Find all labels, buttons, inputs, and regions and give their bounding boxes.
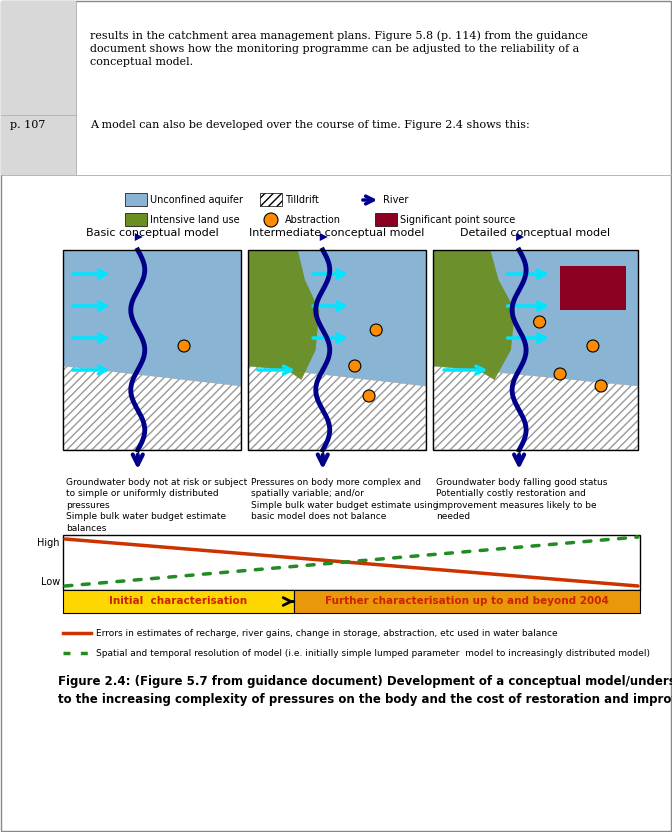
Text: Basic conceptual model: Basic conceptual model <box>85 228 218 238</box>
Text: Unconfined aquifer: Unconfined aquifer <box>150 195 243 205</box>
Bar <box>433 250 638 450</box>
Circle shape <box>554 368 566 380</box>
Bar <box>248 250 426 450</box>
Polygon shape <box>516 233 524 241</box>
Circle shape <box>264 213 278 227</box>
Text: p. 107: p. 107 <box>10 120 46 130</box>
Text: Groundwater body falling good status
Potentially costly restoration and
improvem: Groundwater body falling good status Pot… <box>436 478 607 522</box>
Text: High: High <box>38 538 60 548</box>
Text: Abstraction: Abstraction <box>285 215 341 225</box>
Circle shape <box>349 360 361 372</box>
Bar <box>125 193 147 206</box>
Circle shape <box>363 390 375 402</box>
Text: Pressures on body more complex and
spatially variable; and/or
Simple bulk water : Pressures on body more complex and spati… <box>251 478 439 522</box>
Bar <box>248 250 426 450</box>
Circle shape <box>587 340 599 352</box>
Circle shape <box>370 324 382 336</box>
Text: Tilldrift: Tilldrift <box>285 195 319 205</box>
Bar <box>63 590 294 613</box>
Circle shape <box>178 340 190 352</box>
Text: Significant point source: Significant point source <box>400 215 515 225</box>
Text: Detailed conceptual model: Detailed conceptual model <box>460 228 611 238</box>
Polygon shape <box>433 366 638 450</box>
Text: Figure 2.4: (Figure 5.7 from guidance document) Development of a conceptual mode: Figure 2.4: (Figure 5.7 from guidance do… <box>58 675 672 706</box>
Text: Initial  characterisation: Initial characterisation <box>110 597 247 607</box>
Bar <box>260 193 282 206</box>
Circle shape <box>534 316 546 328</box>
Text: results in the catchment area management plans. Figure 5.8 (p. 114) from the gui: results in the catchment area management… <box>90 30 588 67</box>
Text: Intensive land use: Intensive land use <box>150 215 240 225</box>
Text: Further characterisation up to and beyond 2004: Further characterisation up to and beyon… <box>325 597 609 607</box>
Polygon shape <box>433 250 515 380</box>
Circle shape <box>595 380 607 392</box>
Bar <box>1 1 76 175</box>
Text: Groundwater body not at risk or subject
to simple or uniformly distributed
press: Groundwater body not at risk or subject … <box>66 478 247 532</box>
Text: Spatial and temporal resolution of model (i.e. initially simple lumped parameter: Spatial and temporal resolution of model… <box>96 648 650 657</box>
Bar <box>375 213 397 226</box>
Bar <box>433 250 638 450</box>
Text: Errors in estimates of recharge, river gains, change in storage, abstraction, et: Errors in estimates of recharge, river g… <box>96 628 558 637</box>
Bar <box>63 250 241 450</box>
Bar <box>63 535 640 590</box>
Bar <box>560 266 626 310</box>
Polygon shape <box>320 233 328 241</box>
Text: A model can also be developed over the course of time. Figure 2.4 shows this:: A model can also be developed over the c… <box>90 120 530 130</box>
Bar <box>125 213 147 226</box>
Bar <box>63 250 241 450</box>
Text: River: River <box>383 195 409 205</box>
Polygon shape <box>135 233 142 241</box>
Text: Low: Low <box>41 577 60 587</box>
Polygon shape <box>248 366 426 450</box>
Polygon shape <box>63 366 241 450</box>
Bar <box>294 590 640 613</box>
Text: Intermediate conceptual model: Intermediate conceptual model <box>249 228 425 238</box>
Polygon shape <box>248 250 319 380</box>
